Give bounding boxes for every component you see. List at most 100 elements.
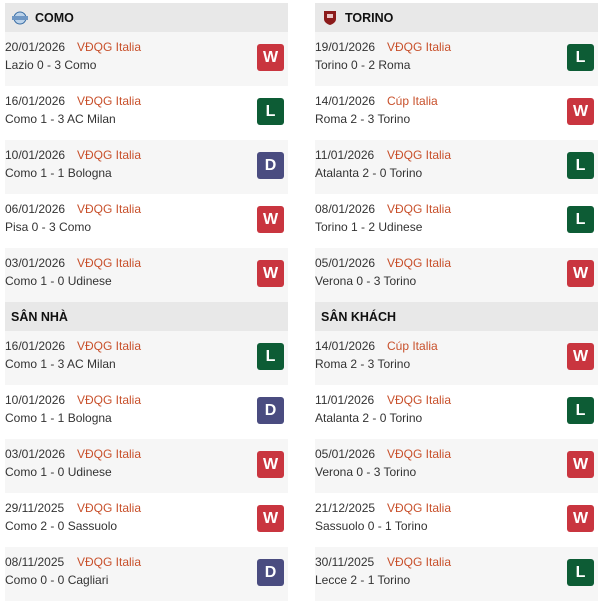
- competition-link[interactable]: VĐQG Italia: [387, 256, 452, 270]
- match-date: 11/01/2026: [315, 148, 375, 162]
- match-score: Torino 0 - 2 Roma: [315, 58, 411, 72]
- torino-crest-icon: [321, 10, 339, 26]
- match-date: 06/01/2026: [5, 202, 66, 216]
- match-date: 05/01/2026: [315, 256, 376, 270]
- match-row[interactable]: 30/11/2025 VĐQG Italia Lecce 2 - 1 Torino L: [315, 547, 598, 601]
- competition-link[interactable]: VĐQG Italia: [77, 256, 142, 270]
- result-badge: L: [567, 44, 594, 71]
- competition-link[interactable]: VĐQG Italia: [77, 393, 142, 407]
- result-badge: D: [257, 559, 284, 586]
- match-date: 20/01/2026: [5, 40, 66, 54]
- result-badge: W: [567, 260, 594, 287]
- match-row[interactable]: 11/01/2026 VĐQG Italia Atalanta 2 - 0 Tori…: [315, 385, 598, 439]
- match-row[interactable]: 03/01/2026 VĐQG Italia Como 1 - 0 Udinese W: [5, 439, 288, 493]
- competition-link[interactable]: VĐQG Italia: [77, 339, 142, 353]
- match-row[interactable]: 16/01/2026 VĐQG Italia Como 1 - 3 AC Milan…: [5, 331, 288, 385]
- match-date: 05/01/2026: [315, 447, 376, 461]
- match-row[interactable]: 21/12/2025 VĐQG Italia Sassuolo 0 - 1 Tori…: [315, 493, 598, 547]
- match-date: 30/11/2025: [315, 555, 375, 569]
- match-score: Como 1 - 0 Udinese: [5, 465, 112, 479]
- section-title: SÂN NHÀ: [11, 309, 68, 324]
- match-row[interactable]: 19/01/2026 VĐQG Italia Torino 0 - 2 Roma L: [315, 32, 598, 86]
- match-date: 19/01/2026: [315, 40, 376, 54]
- competition-link[interactable]: VĐQG Italia: [77, 148, 142, 162]
- match-score: Lecce 2 - 1 Torino: [315, 573, 411, 587]
- section-title: COMO: [35, 10, 74, 25]
- section-sân-nhà: SÂN NHÀ 16/01/2026 VĐQG Italia Como 1 - 3 A…: [5, 302, 288, 601]
- match-row[interactable]: 06/01/2026 VĐQG Italia Pisa 0 - 3 Como W: [5, 194, 288, 248]
- match-score: Lazio 0 - 3 Como: [5, 58, 97, 72]
- result-badge: W: [257, 206, 284, 233]
- match-row[interactable]: 10/01/2026 VĐQG Italia Como 1 - 1 Bologna D: [5, 385, 288, 439]
- section-torino: TORINO 19/01/2026 VĐQG Italia Torino 0 - 2 …: [315, 3, 598, 302]
- match-row[interactable]: 20/01/2026 VĐQG Italia Lazio 0 - 3 Como W: [5, 32, 288, 86]
- match-date: 10/01/2026: [5, 393, 66, 407]
- section-header: SÂN KHÁCH: [315, 302, 598, 331]
- result-badge: D: [257, 152, 284, 179]
- match-score: Como 1 - 1 Bologna: [5, 166, 112, 180]
- competition-link[interactable]: VĐQG Italia: [387, 447, 452, 461]
- section-sân-khách: SÂN KHÁCH 14/01/2026 Cúp Italia Roma 2 - 3 …: [315, 302, 598, 601]
- match-row[interactable]: 14/01/2026 Cúp Italia Roma 2 - 3 Torino W: [315, 86, 598, 140]
- result-badge: W: [567, 343, 594, 370]
- match-row[interactable]: 14/01/2026 Cúp Italia Roma 2 - 3 Torino W: [315, 331, 598, 385]
- section-header: SÂN NHÀ: [5, 302, 288, 331]
- section-header: COMO: [5, 3, 288, 32]
- competition-link[interactable]: VĐQG Italia: [77, 94, 142, 108]
- result-badge: L: [257, 343, 284, 370]
- competition-link[interactable]: VĐQG Italia: [387, 501, 452, 515]
- result-badge: L: [567, 559, 594, 586]
- result-badge: W: [257, 451, 284, 478]
- section-header: TORINO: [315, 3, 598, 32]
- match-score: Como 2 - 0 Sassuolo: [5, 519, 118, 533]
- match-row[interactable]: 29/11/2025 VĐQG Italia Como 2 - 0 Sassuolo…: [5, 493, 288, 547]
- match-score: Sassuolo 0 - 1 Torino: [315, 519, 428, 533]
- competition-link[interactable]: VĐQG Italia: [77, 555, 142, 569]
- competition-link[interactable]: VĐQG Italia: [77, 447, 142, 461]
- match-date: 14/01/2026: [315, 339, 376, 353]
- competition-link[interactable]: VĐQG Italia: [387, 148, 452, 162]
- competition-link[interactable]: VĐQG Italia: [387, 555, 452, 569]
- match-row[interactable]: 11/01/2026 VĐQG Italia Atalanta 2 - 0 Tori…: [315, 140, 598, 194]
- match-score: Atalanta 2 - 0 Torino: [315, 166, 423, 180]
- match-date: 11/01/2026: [315, 393, 375, 407]
- competition-link[interactable]: VĐQG Italia: [387, 202, 452, 216]
- match-score: Como 1 - 3 AC Milan: [5, 357, 116, 371]
- match-row[interactable]: 05/01/2026 VĐQG Italia Verona 0 - 3 Torino…: [315, 439, 598, 493]
- match-score: Como 0 - 0 Cagliari: [5, 573, 109, 587]
- result-badge: L: [567, 397, 594, 424]
- match-row[interactable]: 08/01/2026 VĐQG Italia Torino 1 - 2 Udines…: [315, 194, 598, 248]
- match-date: 03/01/2026: [5, 256, 66, 270]
- como-crest-icon: [11, 10, 29, 26]
- match-row[interactable]: 08/11/2025 VĐQG Italia Como 0 - 0 Cagliari…: [5, 547, 288, 601]
- section-title: SÂN KHÁCH: [321, 309, 396, 324]
- match-date: 08/01/2026: [315, 202, 376, 216]
- match-score: Verona 0 - 3 Torino: [315, 274, 417, 288]
- match-date: 03/01/2026: [5, 447, 66, 461]
- match-score: Roma 2 - 3 Torino: [315, 357, 411, 371]
- match-date: 16/01/2026: [5, 339, 66, 353]
- match-row[interactable]: 03/01/2026 VĐQG Italia Como 1 - 0 Udinese W: [5, 248, 288, 302]
- competition-link[interactable]: Cúp Italia: [387, 94, 438, 108]
- competition-link[interactable]: VĐQG Italia: [77, 40, 142, 54]
- match-row[interactable]: 10/01/2026 VĐQG Italia Como 1 - 1 Bologna D: [5, 140, 288, 194]
- competition-link[interactable]: VĐQG Italia: [77, 202, 142, 216]
- result-badge: L: [257, 98, 284, 125]
- result-badge: W: [257, 44, 284, 71]
- competition-link[interactable]: VĐQG Italia: [387, 393, 452, 407]
- match-score: Torino 1 - 2 Udinese: [315, 220, 423, 234]
- result-badge: W: [257, 260, 284, 287]
- match-score: Como 1 - 1 Bologna: [5, 411, 112, 425]
- match-row[interactable]: 05/01/2026 VĐQG Italia Verona 0 - 3 Torino…: [315, 248, 598, 302]
- competition-link[interactable]: Cúp Italia: [387, 339, 438, 353]
- competition-link[interactable]: VĐQG Italia: [387, 40, 452, 54]
- match-score: Roma 2 - 3 Torino: [315, 112, 411, 126]
- competition-link[interactable]: VĐQG Italia: [77, 501, 142, 515]
- match-row[interactable]: 16/01/2026 VĐQG Italia Como 1 - 3 AC Milan…: [5, 86, 288, 140]
- match-score: Como 1 - 3 AC Milan: [5, 112, 116, 126]
- result-badge: L: [567, 152, 594, 179]
- match-date: 29/11/2025: [5, 501, 65, 515]
- match-date: 16/01/2026: [5, 94, 66, 108]
- result-badge: W: [567, 505, 594, 532]
- match-date: 08/11/2025: [5, 555, 65, 569]
